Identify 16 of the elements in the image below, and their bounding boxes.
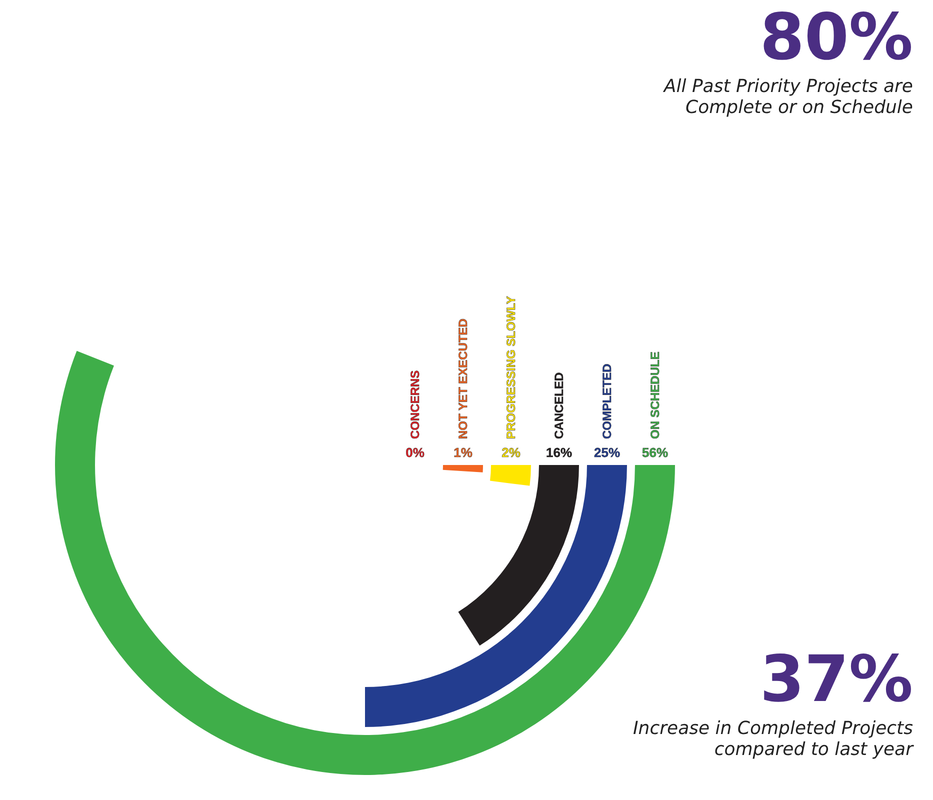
- data-label: 2%: [502, 445, 521, 460]
- category-label: PROGRESSING SLOWLY: [504, 296, 518, 439]
- data-label: 16%: [546, 445, 572, 460]
- text: 37%: [760, 643, 913, 717]
- data-label: 0%: [406, 445, 425, 460]
- category-label: CANCELED: [552, 372, 566, 439]
- data-label: 56%: [642, 445, 668, 460]
- category-label: NOT YET EXECUTED: [456, 318, 470, 439]
- text: 80%: [760, 1, 913, 75]
- category-label: CONCERNS: [408, 370, 422, 439]
- category-label: ON SCHEDULE: [648, 352, 662, 439]
- data-label: 1%: [454, 445, 473, 460]
- data-label: 25%: [594, 445, 620, 460]
- text: All Past Priority Projects are Complete or on Schedule: [662, 76, 913, 118]
- category-label: COMPLETED: [600, 363, 614, 439]
- text: Increase in Completed Projects compared to last year: [632, 718, 913, 760]
